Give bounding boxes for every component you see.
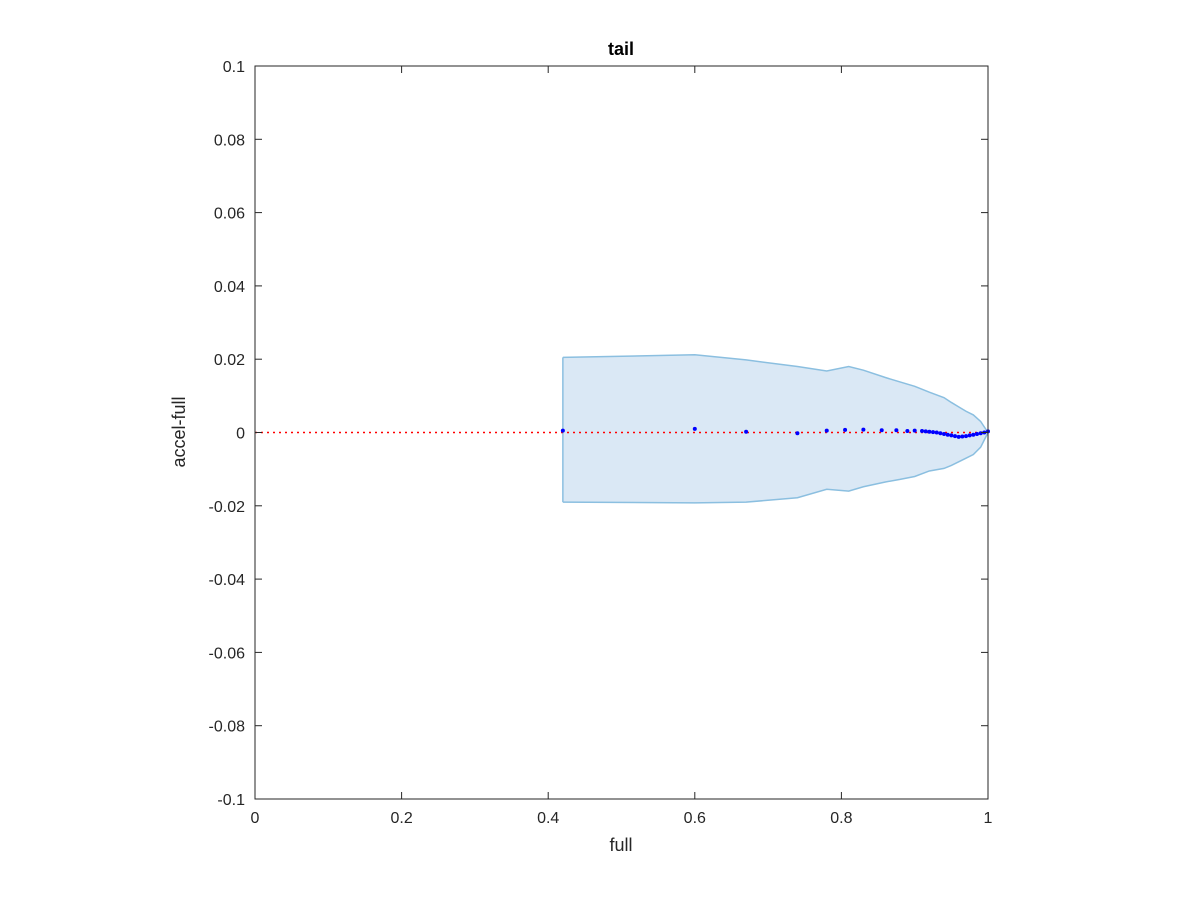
data-point bbox=[912, 428, 917, 433]
data-point bbox=[879, 428, 884, 433]
data-point bbox=[795, 431, 800, 436]
data-point bbox=[953, 434, 958, 439]
x-axis-label: full bbox=[609, 835, 632, 855]
x-axis-ticks: 0 0.2 0.4 0.6 0.8 1 bbox=[251, 66, 993, 827]
data-point bbox=[920, 429, 925, 434]
x-tick-label: 1 bbox=[984, 810, 993, 827]
x-tick-label: 0.6 bbox=[684, 810, 706, 827]
data-point bbox=[843, 427, 848, 432]
y-axis-label: accel-full bbox=[169, 396, 189, 467]
data-point bbox=[942, 431, 947, 436]
y-tick-label: -0.06 bbox=[209, 645, 246, 662]
data-point bbox=[824, 428, 829, 433]
data-point bbox=[971, 432, 976, 437]
data-point bbox=[934, 430, 939, 435]
y-tick-label: -0.1 bbox=[217, 792, 245, 809]
data-point bbox=[861, 427, 866, 432]
data-point bbox=[923, 429, 928, 434]
data-point bbox=[931, 430, 936, 435]
x-tick-label: 0.8 bbox=[830, 810, 852, 827]
x-tick-label: 0 bbox=[251, 810, 260, 827]
y-tick-label: 0.02 bbox=[214, 352, 245, 369]
data-point bbox=[938, 431, 943, 436]
y-tick-label: 0.1 bbox=[223, 59, 245, 76]
band-lower-edge bbox=[562, 432, 989, 504]
data-point bbox=[960, 434, 965, 439]
confidence-band-layer bbox=[562, 354, 989, 504]
y-tick-label: 0.06 bbox=[214, 206, 245, 223]
data-point bbox=[967, 433, 972, 438]
data-point bbox=[692, 426, 697, 431]
data-point bbox=[927, 429, 932, 434]
y-axis-ticks: 0.1 0.08 0.06 0.04 0.02 0 -0.02 -0.04 -0.06 -0.08… bbox=[209, 59, 988, 809]
data-point bbox=[744, 429, 749, 434]
data-point bbox=[905, 429, 910, 434]
y-tick-label: 0 bbox=[236, 426, 245, 443]
data-point bbox=[949, 433, 954, 438]
y-tick-label: -0.08 bbox=[209, 719, 246, 736]
x-tick-label: 0.2 bbox=[390, 810, 412, 827]
data-points-layer bbox=[560, 426, 990, 439]
y-tick-label: 0.08 bbox=[214, 132, 245, 149]
data-point bbox=[964, 434, 969, 439]
data-point bbox=[975, 431, 979, 436]
confidence-band bbox=[562, 354, 988, 503]
y-tick-label: -0.02 bbox=[209, 499, 246, 516]
x-tick-label: 0.4 bbox=[537, 810, 559, 827]
data-point bbox=[978, 431, 983, 436]
data-point bbox=[956, 434, 961, 439]
y-tick-label: -0.04 bbox=[209, 572, 246, 589]
data-point bbox=[894, 428, 899, 433]
band-upper-edge bbox=[562, 354, 989, 433]
y-tick-label: 0.04 bbox=[214, 279, 245, 296]
chart-title: tail bbox=[608, 39, 634, 59]
data-point bbox=[945, 432, 950, 437]
data-point bbox=[560, 428, 565, 433]
